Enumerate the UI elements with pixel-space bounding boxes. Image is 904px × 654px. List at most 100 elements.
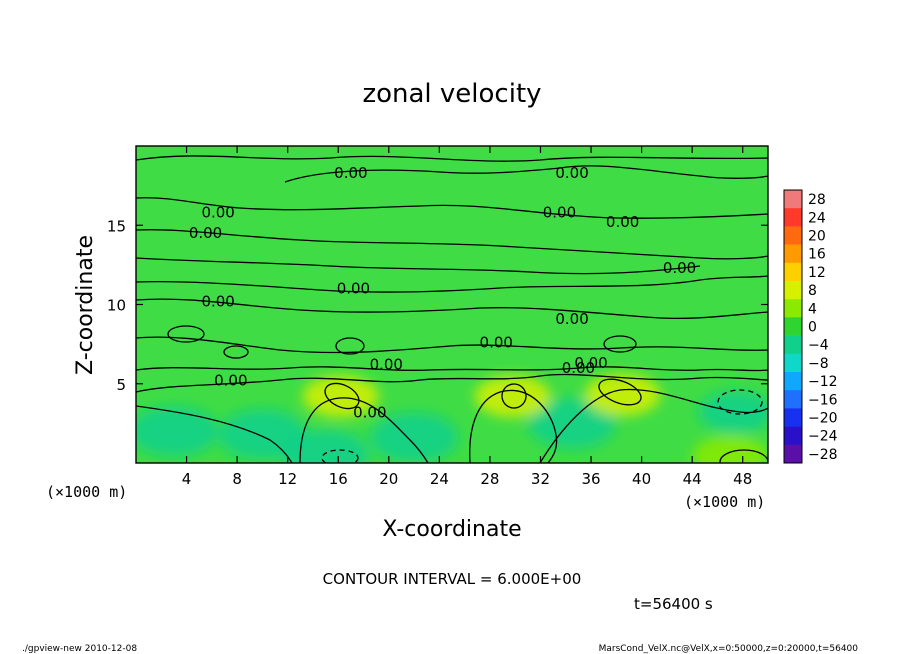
colorbar-label: 4 [808, 301, 817, 317]
time-text: t=56400 s [634, 595, 713, 613]
contour-label: 0.00 [201, 292, 234, 310]
field-blobs [136, 373, 768, 463]
colorbar-label: 28 [808, 192, 826, 208]
contour-label: 0.00 [353, 403, 386, 421]
negative-region [281, 429, 370, 463]
colorbar: 28 24 20 16 12 8 4 0 −4 −8 −12 −16 −20 −24 −28 [783, 189, 838, 464]
contour-label: 0.00 [201, 204, 234, 222]
colorbar-label: −20 [808, 411, 838, 427]
contour-interval-text: CONTOUR INTERVAL = 6.000E+00 [323, 570, 582, 588]
contour-line [717, 389, 763, 415]
contour-line [284, 165, 768, 183]
contour-line [335, 337, 365, 355]
footer-left: ./gpview-new 2010-12-08 [22, 644, 137, 654]
contour-line [469, 389, 558, 463]
colorbar-label: −4 [808, 338, 829, 354]
x-tick-label: 20 [379, 470, 398, 488]
positive-region [302, 375, 379, 418]
contour-line [136, 373, 768, 393]
colorbar-swatch [784, 317, 802, 336]
negative-region [370, 412, 459, 463]
colorbar-swatch [784, 390, 802, 409]
contour-line [223, 345, 249, 359]
chart-title: zonal velocity [362, 79, 541, 109]
contour-line [719, 449, 768, 463]
x-tick-label: 12 [278, 470, 297, 488]
contour-label: 0.00 [337, 280, 370, 298]
contour-line [501, 383, 527, 409]
contour-label: 0.00 [370, 356, 403, 374]
colorbar-swatch [784, 190, 802, 209]
colorbar-swatch [784, 372, 802, 391]
colorbar-swatch [784, 444, 802, 464]
colorbar-frame [783, 189, 803, 464]
contour-line [324, 382, 360, 410]
x-tick-label: 36 [581, 470, 600, 488]
contour-line [167, 325, 205, 343]
positive-region [474, 375, 551, 418]
colorbar-label: 8 [808, 283, 817, 299]
contour-line [539, 388, 768, 463]
contour-label: 0.00 [555, 310, 588, 328]
x-tick-label: 40 [632, 470, 651, 488]
colorbar-swatch [784, 262, 802, 282]
colorbar-swatch [784, 299, 802, 318]
contour-label: 0.00 [562, 359, 595, 377]
colorbar-swatch [784, 208, 802, 227]
x-tick-label: 24 [430, 470, 449, 488]
x-axis-label: X-coordinate [382, 517, 521, 542]
contour-label: 0.00 [189, 224, 222, 242]
contour-line [598, 378, 642, 406]
contour-line [299, 397, 429, 463]
x-tick-label: 16 [329, 470, 348, 488]
colorbar-swatch [784, 408, 802, 427]
colorbar-label: 12 [808, 265, 826, 281]
contour-label: 0.00 [663, 259, 696, 277]
colorbar-label: −12 [808, 374, 838, 390]
y-tick-label: 10 [107, 297, 126, 315]
negative-region [528, 398, 617, 449]
contour-label: 0.00 [574, 354, 607, 372]
contour-label: 0.00 [214, 372, 247, 390]
colorbar-swatch [784, 426, 802, 446]
x-axis: 4 8 12 16 20 24 28 32 36 40 44 48 [182, 146, 752, 488]
x-tick-label: 48 [733, 470, 752, 488]
contour-line [136, 155, 768, 162]
colorbar-label: −24 [808, 429, 838, 445]
positive-region [692, 435, 768, 463]
colorbar-label: 20 [808, 229, 826, 245]
contour-line [136, 257, 701, 275]
colorbar-label: −8 [808, 356, 829, 372]
colorbar-swatch [784, 353, 802, 373]
colorbar-label: 0 [808, 320, 817, 336]
colorbar-label: −28 [808, 447, 838, 463]
y-tick-label: 5 [116, 376, 126, 394]
y-axis: 5 10 15 [107, 217, 768, 394]
negative-region [698, 391, 768, 434]
colorbar-swatch [784, 335, 802, 355]
colorbar-swatch [784, 244, 802, 264]
x-tick-label: 8 [232, 470, 242, 488]
contour-line [136, 366, 768, 372]
colorbar-label: −16 [808, 392, 838, 408]
contour-line [136, 298, 768, 320]
footer-right: MarsCond_VelX.nc@VelX,x=0:50000,z=0:2000… [599, 644, 859, 654]
x-tick-label: 32 [531, 470, 550, 488]
plot-area: 0.00 0.000.000.000.000.000.000.000.000.00… [136, 146, 768, 463]
contour-label: 0.00 [334, 164, 367, 182]
colorbar-label: 24 [808, 210, 826, 226]
y-tick-label: 15 [107, 217, 126, 235]
x-axis-units-right: (×1000 m) [684, 493, 765, 511]
contour-label: 0.00 [606, 213, 639, 231]
x-tick-label: 28 [480, 470, 499, 488]
colorbar-swatch [784, 281, 802, 300]
contour-labels: 0.00 0.000.000.000.000.000.000.000.000.00… [189, 164, 696, 421]
contour-label: 0.00 [543, 204, 576, 222]
contour-line [321, 449, 359, 463]
contour-line [136, 197, 768, 219]
positive-region [584, 373, 661, 416]
x-tick-label: 4 [182, 470, 192, 488]
contour-label: 0.00 [555, 164, 588, 182]
contour-label: 0.00 [480, 334, 513, 352]
